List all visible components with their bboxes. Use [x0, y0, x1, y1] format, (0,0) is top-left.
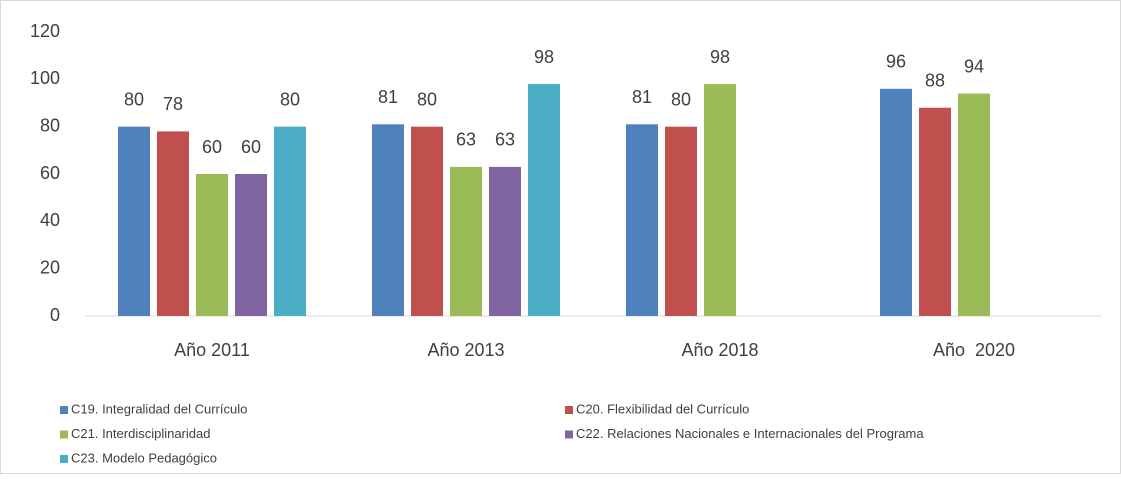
- bar: [880, 88, 912, 316]
- data-label: 60: [202, 137, 222, 157]
- bar: [235, 174, 267, 316]
- x-tick-label: Año 2020: [933, 340, 1015, 360]
- bar: [411, 126, 443, 317]
- bar: [958, 93, 990, 317]
- y-tick-label: 100: [30, 68, 60, 88]
- bar: [626, 124, 658, 316]
- data-label: 80: [671, 89, 691, 109]
- bar: [196, 174, 228, 316]
- bar: [118, 126, 150, 317]
- bar: [450, 166, 482, 316]
- data-label: 88: [925, 70, 945, 90]
- data-label: 80: [280, 89, 300, 109]
- y-tick-label: 80: [40, 115, 60, 135]
- data-label: 63: [495, 130, 515, 150]
- y-tick-label: 40: [40, 210, 60, 230]
- legend-label: C19. Integralidad del Currículo: [71, 401, 247, 416]
- legend-swatch: [565, 406, 573, 414]
- data-label: 96: [886, 52, 906, 72]
- bar: [919, 107, 951, 316]
- data-label: 80: [124, 89, 144, 109]
- legend-label: C22. Relaciones Nacionales e Internacion…: [576, 426, 924, 441]
- bar: [704, 84, 736, 316]
- y-tick-label: 120: [30, 21, 60, 41]
- legend-swatch: [565, 430, 573, 439]
- y-tick-label: 0: [50, 305, 60, 325]
- data-label: 94: [964, 56, 984, 76]
- x-tick-label: Año 2018: [681, 340, 758, 360]
- bar: [665, 126, 697, 317]
- legend-label: C23. Modelo Pedagógico: [71, 450, 217, 465]
- data-label: 60: [241, 137, 261, 157]
- legend-label: C20. Flexibilidad del Currículo: [576, 401, 749, 416]
- data-label: 80: [417, 89, 437, 109]
- bar: [274, 126, 306, 317]
- y-tick-label: 20: [40, 257, 60, 277]
- bar: [528, 84, 560, 316]
- legend-swatch: [60, 455, 68, 463]
- bar: [372, 124, 404, 316]
- data-label: 78: [163, 94, 183, 114]
- x-tick-label: Año 2013: [427, 340, 504, 360]
- legend-label: C21. Interdisciplinaridad: [71, 426, 210, 441]
- data-label: 63: [456, 130, 476, 150]
- legend-swatch: [60, 430, 68, 439]
- bar: [157, 131, 189, 316]
- x-tick-label: Año 2011: [174, 340, 250, 360]
- data-label: 98: [534, 47, 554, 67]
- bar: [489, 166, 521, 316]
- legend-swatch: [60, 406, 68, 414]
- y-tick-label: 60: [40, 163, 60, 183]
- data-label: 98: [710, 47, 730, 67]
- data-label: 81: [378, 87, 398, 107]
- data-label: 81: [632, 87, 652, 107]
